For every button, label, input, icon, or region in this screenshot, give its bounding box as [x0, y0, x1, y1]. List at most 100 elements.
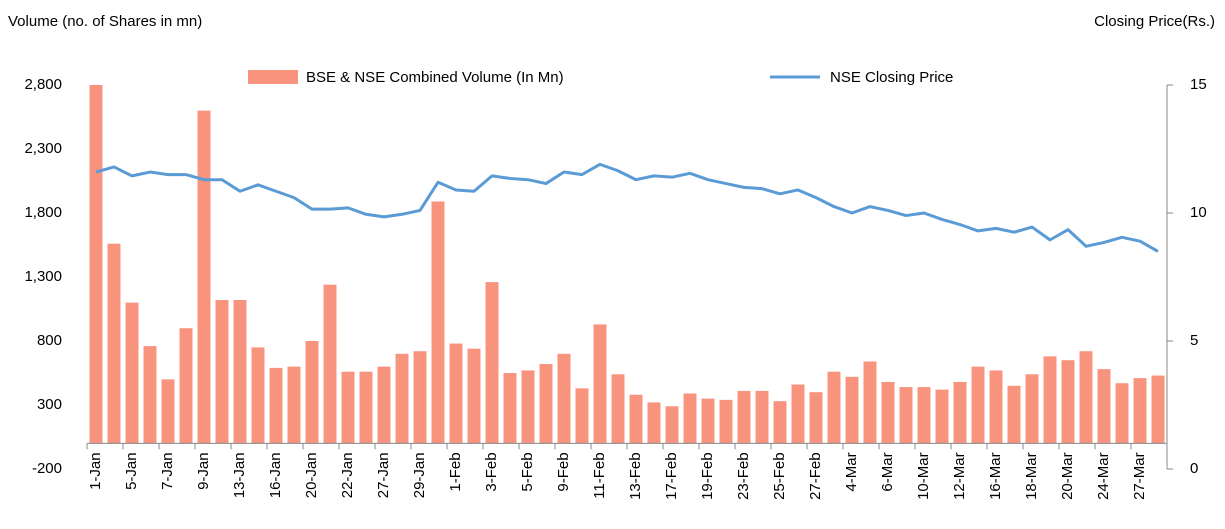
x-tick-label: 29-Jan — [411, 452, 428, 498]
bar — [485, 282, 499, 444]
bar — [1025, 374, 1039, 444]
bar — [1097, 369, 1111, 444]
bar — [809, 392, 823, 444]
bar — [989, 370, 1003, 444]
bar — [1007, 385, 1021, 444]
bar — [395, 353, 409, 444]
bar — [107, 243, 121, 444]
bar — [1079, 351, 1093, 444]
x-tick-label: 20-Jan — [303, 452, 320, 498]
bar — [1043, 356, 1057, 444]
bar — [719, 399, 733, 444]
y2-tick-label: 0 — [1190, 460, 1198, 477]
bar — [629, 394, 643, 444]
x-tick-label: 16-Mar — [987, 452, 1004, 500]
bar — [665, 406, 679, 444]
bar — [413, 351, 427, 444]
x-tick-label: 5-Feb — [519, 452, 536, 491]
x-tick-label: 24-Mar — [1095, 452, 1112, 500]
x-tick-label: 3-Feb — [483, 452, 500, 491]
bar — [917, 387, 931, 444]
x-tick-label: 25-Feb — [771, 452, 788, 500]
x-tick-label: 9-Jan — [195, 452, 212, 490]
legend-label: BSE & NSE Combined Volume (In Mn) — [306, 69, 564, 86]
bar — [503, 373, 517, 444]
y2-axis-title: Closing Price(Rs.) — [1094, 13, 1215, 30]
bar — [359, 371, 373, 444]
x-tick-label: 16-Jan — [267, 452, 284, 498]
x-tick-label: 13-Jan — [231, 452, 248, 498]
bar — [737, 390, 751, 444]
bar — [845, 376, 859, 444]
bar — [683, 393, 697, 444]
bar — [953, 381, 967, 444]
x-tick-label: 22-Jan — [339, 452, 356, 498]
x-tick-label: 20-Mar — [1059, 452, 1076, 500]
bar — [143, 346, 157, 444]
bar — [1133, 378, 1147, 444]
y-tick-label: 2,300 — [24, 140, 62, 157]
bar — [125, 302, 139, 444]
x-tick-label: 12-Mar — [951, 452, 968, 500]
bar — [557, 353, 571, 444]
x-tick-label: 5-Jan — [123, 452, 140, 490]
bar — [539, 364, 553, 444]
bar — [611, 374, 625, 444]
bar — [773, 401, 787, 444]
bar — [467, 348, 481, 444]
bar — [935, 389, 949, 444]
x-tick-label: 17-Feb — [663, 452, 680, 500]
bar — [179, 328, 193, 444]
x-tick-label: 11-Feb — [591, 452, 608, 498]
bar — [431, 201, 445, 444]
bar — [647, 402, 661, 444]
y2-tick-label: 10 — [1190, 204, 1207, 221]
x-tick-label: 7-Jan — [159, 452, 176, 490]
y-tick-label: 300 — [37, 396, 62, 413]
bar — [161, 379, 175, 444]
legend-label: NSE Closing Price — [830, 69, 953, 86]
bar — [881, 381, 895, 444]
y-tick-label: 2,800 — [24, 76, 62, 93]
x-tick-label: 19-Feb — [699, 452, 716, 500]
x-tick-label: 6-Mar — [879, 452, 896, 491]
bar — [701, 398, 715, 444]
x-tick-label: 18-Mar — [1023, 452, 1040, 500]
bar — [1151, 375, 1165, 444]
bar — [575, 388, 589, 444]
x-tick-label: 4-Mar — [843, 452, 860, 491]
bar — [287, 366, 301, 444]
bar — [1061, 360, 1075, 444]
x-tick-label: 13-Feb — [627, 452, 644, 500]
legend-swatch — [248, 70, 298, 84]
y2-tick-label: 15 — [1190, 76, 1207, 93]
x-tick-label: 27-Mar — [1131, 452, 1148, 500]
bar — [269, 367, 283, 444]
x-tick-label: 10-Mar — [915, 452, 932, 500]
bar — [341, 371, 355, 444]
y2-tick-label: 5 — [1190, 332, 1198, 349]
x-tick-label: 9-Feb — [555, 452, 572, 491]
y-tick-label: 1,300 — [24, 268, 62, 285]
bar — [971, 366, 985, 444]
y-axis-title: Volume (no. of Shares in mn) — [8, 13, 202, 30]
bar — [251, 347, 265, 444]
bar — [755, 390, 769, 444]
x-tick-label: 23-Feb — [735, 452, 752, 500]
bar — [863, 361, 877, 444]
bar — [521, 370, 535, 444]
bar — [449, 343, 463, 444]
bar — [89, 85, 103, 444]
bar — [791, 384, 805, 444]
bar — [215, 300, 229, 444]
x-tick-label: 27-Jan — [375, 452, 392, 498]
bar — [305, 341, 319, 444]
x-tick-label: 1-Feb — [447, 452, 464, 491]
bar — [899, 387, 913, 444]
bar — [827, 371, 841, 444]
y-tick-label: 1,800 — [24, 204, 62, 221]
x-tick-label: 1-Jan — [87, 452, 104, 490]
bar — [593, 324, 607, 444]
line — [95, 162, 1159, 253]
